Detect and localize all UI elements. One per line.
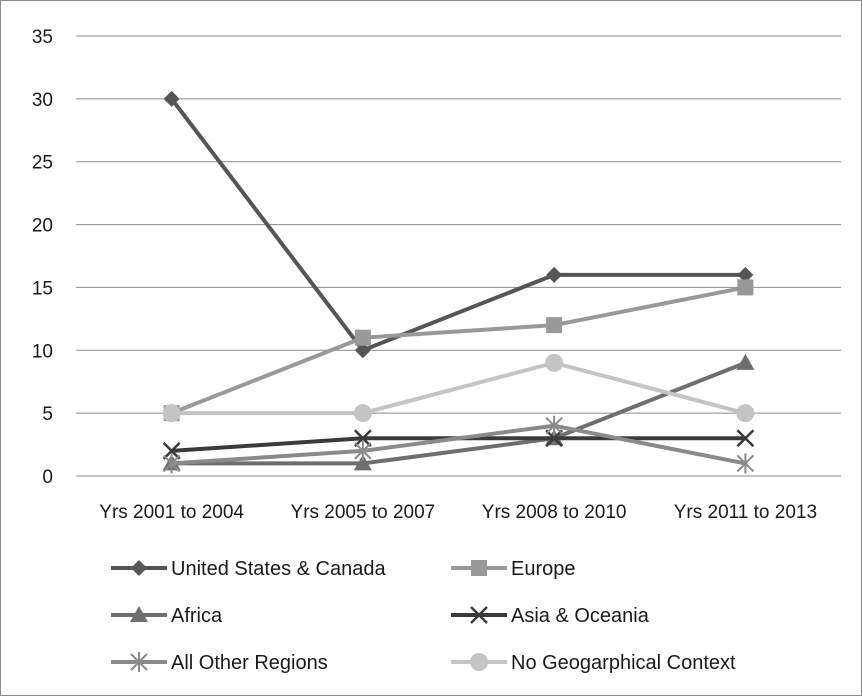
square-marker-shape: [546, 317, 563, 334]
circle-marker-shape: [162, 404, 181, 423]
series-line: [169, 360, 748, 416]
series-line: [169, 285, 748, 416]
square-marker-shape: [737, 279, 754, 296]
x-marker-shape: [470, 606, 488, 624]
asterisk-marker-shape: [354, 440, 372, 461]
legend-marker: [130, 606, 148, 622]
legend-label: Asia & Oceania: [511, 605, 650, 627]
y-tick-label: 0: [42, 467, 53, 488]
legend-item: Asia & Oceania: [451, 605, 650, 627]
circle-marker-shape: [736, 404, 755, 423]
square-marker-shape: [471, 560, 487, 576]
data-point: [162, 404, 181, 423]
asterisk-marker-shape: [736, 453, 755, 474]
asterisk-marker-shape: [130, 652, 148, 672]
x-marker-shape: [162, 441, 181, 460]
data-point: [162, 453, 181, 474]
y-tick-label: 10: [32, 341, 53, 362]
y-tick-label: 20: [32, 216, 53, 237]
series-no-geogarphical-context: [162, 353, 755, 423]
x-tick-label: Yrs 2011 to 2013: [674, 502, 817, 523]
series-line: [169, 360, 748, 466]
x-marker-shape: [736, 429, 755, 448]
legend-label: Africa: [171, 605, 223, 627]
asterisk-marker-shape: [162, 453, 181, 474]
circle-marker-shape: [470, 653, 488, 671]
data-point: [546, 317, 563, 334]
legend-label: Europe: [511, 558, 576, 580]
data-point: [162, 441, 181, 460]
data-point: [353, 404, 372, 423]
diamond-marker-shape: [546, 266, 563, 283]
x-tick-label: Yrs 2005 to 2007: [291, 502, 436, 523]
legend-marker: [471, 560, 487, 576]
circle-marker-shape: [353, 404, 372, 423]
legend-marker: [131, 560, 147, 576]
data-point: [736, 404, 755, 423]
data-point: [736, 429, 755, 448]
y-axis-ticks: 0 5 10 15 20 25 30 35: [32, 27, 53, 488]
triangle-marker-shape: [130, 606, 148, 622]
data-point: [736, 353, 755, 370]
x-tick-label: Yrs 2001 to 2004: [99, 502, 244, 523]
data-point: [736, 453, 755, 474]
series-layer: [162, 90, 755, 474]
diamond-marker-shape: [737, 266, 754, 283]
x-marker-shape: [353, 429, 372, 448]
y-tick-label: 25: [32, 153, 53, 174]
square-marker-shape: [354, 329, 371, 346]
data-point: [163, 90, 180, 107]
x-marker-shape: [545, 429, 564, 448]
legend-item: United States & Canada: [111, 558, 386, 580]
series-united-states-canada: [163, 90, 754, 359]
series-line: [169, 96, 748, 353]
legend-marker: [470, 653, 488, 671]
legend-item: All Other Regions: [111, 652, 328, 674]
series-all-other-regions: [162, 415, 755, 474]
legend-item: No Geogarphical Context: [451, 652, 736, 674]
circle-marker-shape: [545, 353, 564, 372]
data-point: [737, 266, 754, 283]
data-point: [545, 415, 563, 436]
y-tick-label: 15: [32, 278, 53, 299]
asterisk-marker-shape: [545, 415, 563, 436]
diamond-marker-shape: [131, 560, 147, 576]
data-point: [545, 353, 564, 372]
data-point: [353, 454, 372, 471]
triangle-marker-shape: [736, 353, 755, 370]
legend: United States & Canada Europe Africa Asia &…: [111, 558, 736, 674]
diamond-marker-shape: [163, 90, 180, 107]
legend-item: Europe: [451, 558, 576, 580]
data-point: [354, 440, 372, 461]
diamond-marker-shape: [354, 342, 371, 359]
legend-marker: [470, 606, 488, 624]
legend-label: United States & Canada: [171, 558, 386, 580]
data-point: [354, 342, 371, 359]
legend-label: No Geogarphical Context: [511, 652, 736, 674]
data-point: [545, 429, 564, 448]
series-asia-oceania: [162, 429, 755, 460]
data-point: [546, 266, 563, 283]
data-point: [353, 429, 372, 448]
legend-item: Africa: [111, 605, 223, 627]
legend-marker: [130, 652, 148, 672]
legend-label: All Other Regions: [171, 652, 328, 674]
x-tick-label: Yrs 2008 to 2010: [482, 502, 627, 523]
data-point: [737, 279, 754, 296]
series-line: [169, 423, 748, 466]
y-tick-label: 35: [32, 27, 53, 48]
data-point: [354, 329, 371, 346]
x-axis-ticks: Yrs 2001 to 2004 Yrs 2005 to 2007 Yrs 2008…: [99, 502, 817, 523]
y-tick-label: 5: [42, 404, 53, 425]
y-tick-label: 30: [32, 90, 53, 111]
triangle-marker-shape: [353, 454, 372, 471]
